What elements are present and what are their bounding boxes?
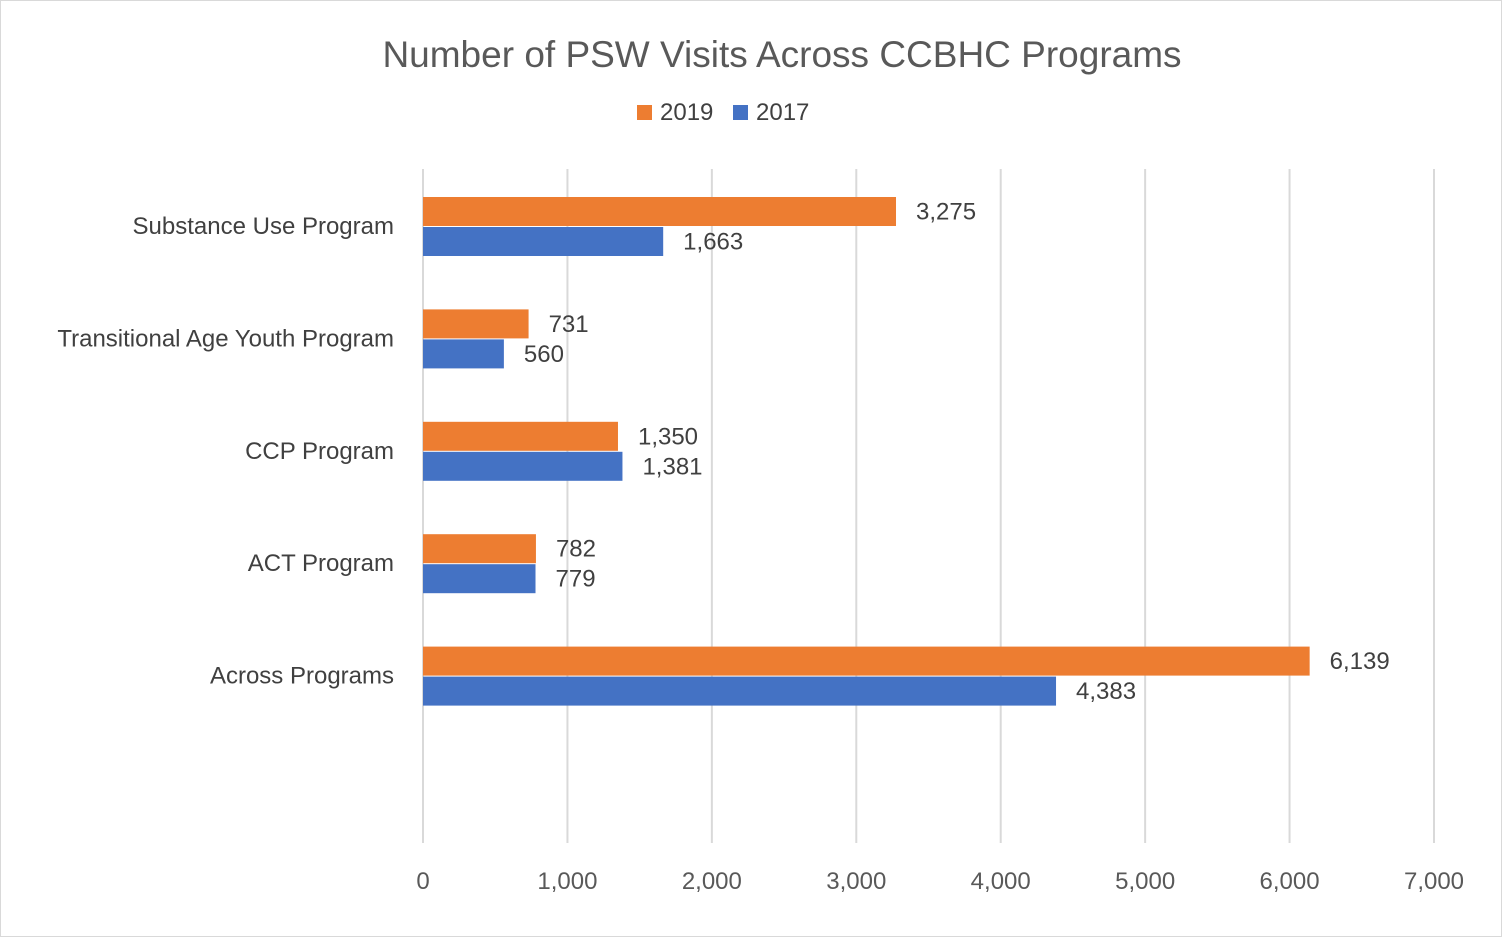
data-label-2017: 4,383 <box>1076 678 1136 705</box>
data-label-2019: 3,275 <box>916 199 976 226</box>
data-label-2019: 782 <box>556 536 596 563</box>
bar-2017 <box>423 676 1057 706</box>
bar-2017 <box>423 227 664 256</box>
data-label-2019: 6,139 <box>1330 648 1390 675</box>
bar-2019 <box>423 197 897 226</box>
chart-title: Number of PSW Visits Across CCBHC Progra… <box>382 34 1181 75</box>
legend-label-2019: 2019 <box>660 99 713 126</box>
category-label: ACT Program <box>248 550 394 577</box>
gridlines <box>422 169 1435 843</box>
bar-2019 <box>423 534 536 564</box>
x-tick-label: 5,000 <box>1115 868 1175 895</box>
data-labels: 3,275 1,663 731 560 1,350 1,381 782 779 6,139 4,3… <box>524 199 1390 706</box>
category-label: Across Programs <box>210 663 394 690</box>
category-label: Transitional Age Youth Program <box>57 325 394 352</box>
x-tick-label: 2,000 <box>682 868 742 895</box>
category-label: Substance Use Program <box>133 213 394 240</box>
bar-2017 <box>423 451 623 481</box>
x-tick-label: 4,000 <box>971 868 1031 895</box>
data-label-2017: 1,381 <box>642 453 702 480</box>
x-axis-tick-labels: 0 1,000 2,000 3,000 4,000 5,000 6,000 7,000 <box>416 868 1464 895</box>
x-tick-label: 6,000 <box>1260 868 1320 895</box>
bar-2017 <box>423 564 536 594</box>
legend-label-2017: 2017 <box>756 99 809 126</box>
data-label-2017: 560 <box>524 341 564 368</box>
bar-2019 <box>423 646 1310 676</box>
x-tick-label: 0 <box>416 868 429 895</box>
data-label-2017: 779 <box>556 566 596 593</box>
x-tick-label: 3,000 <box>826 868 886 895</box>
bar-2019 <box>423 309 529 339</box>
bar-2017 <box>423 339 504 369</box>
legend-swatch-2017 <box>733 105 748 120</box>
legend: 2019 2017 <box>637 99 809 126</box>
data-label-2019: 731 <box>549 311 589 338</box>
x-tick-label: 1,000 <box>537 868 597 895</box>
data-label-2017: 1,663 <box>683 229 743 256</box>
bar-2019 <box>423 421 618 451</box>
x-tick-label: 7,000 <box>1404 868 1464 895</box>
category-labels: Substance Use Program Transitional Age Yo… <box>57 213 394 690</box>
category-label: CCP Program <box>245 438 394 465</box>
legend-swatch-2019 <box>637 105 652 120</box>
data-label-2019: 1,350 <box>638 423 698 450</box>
bars <box>423 197 1310 706</box>
